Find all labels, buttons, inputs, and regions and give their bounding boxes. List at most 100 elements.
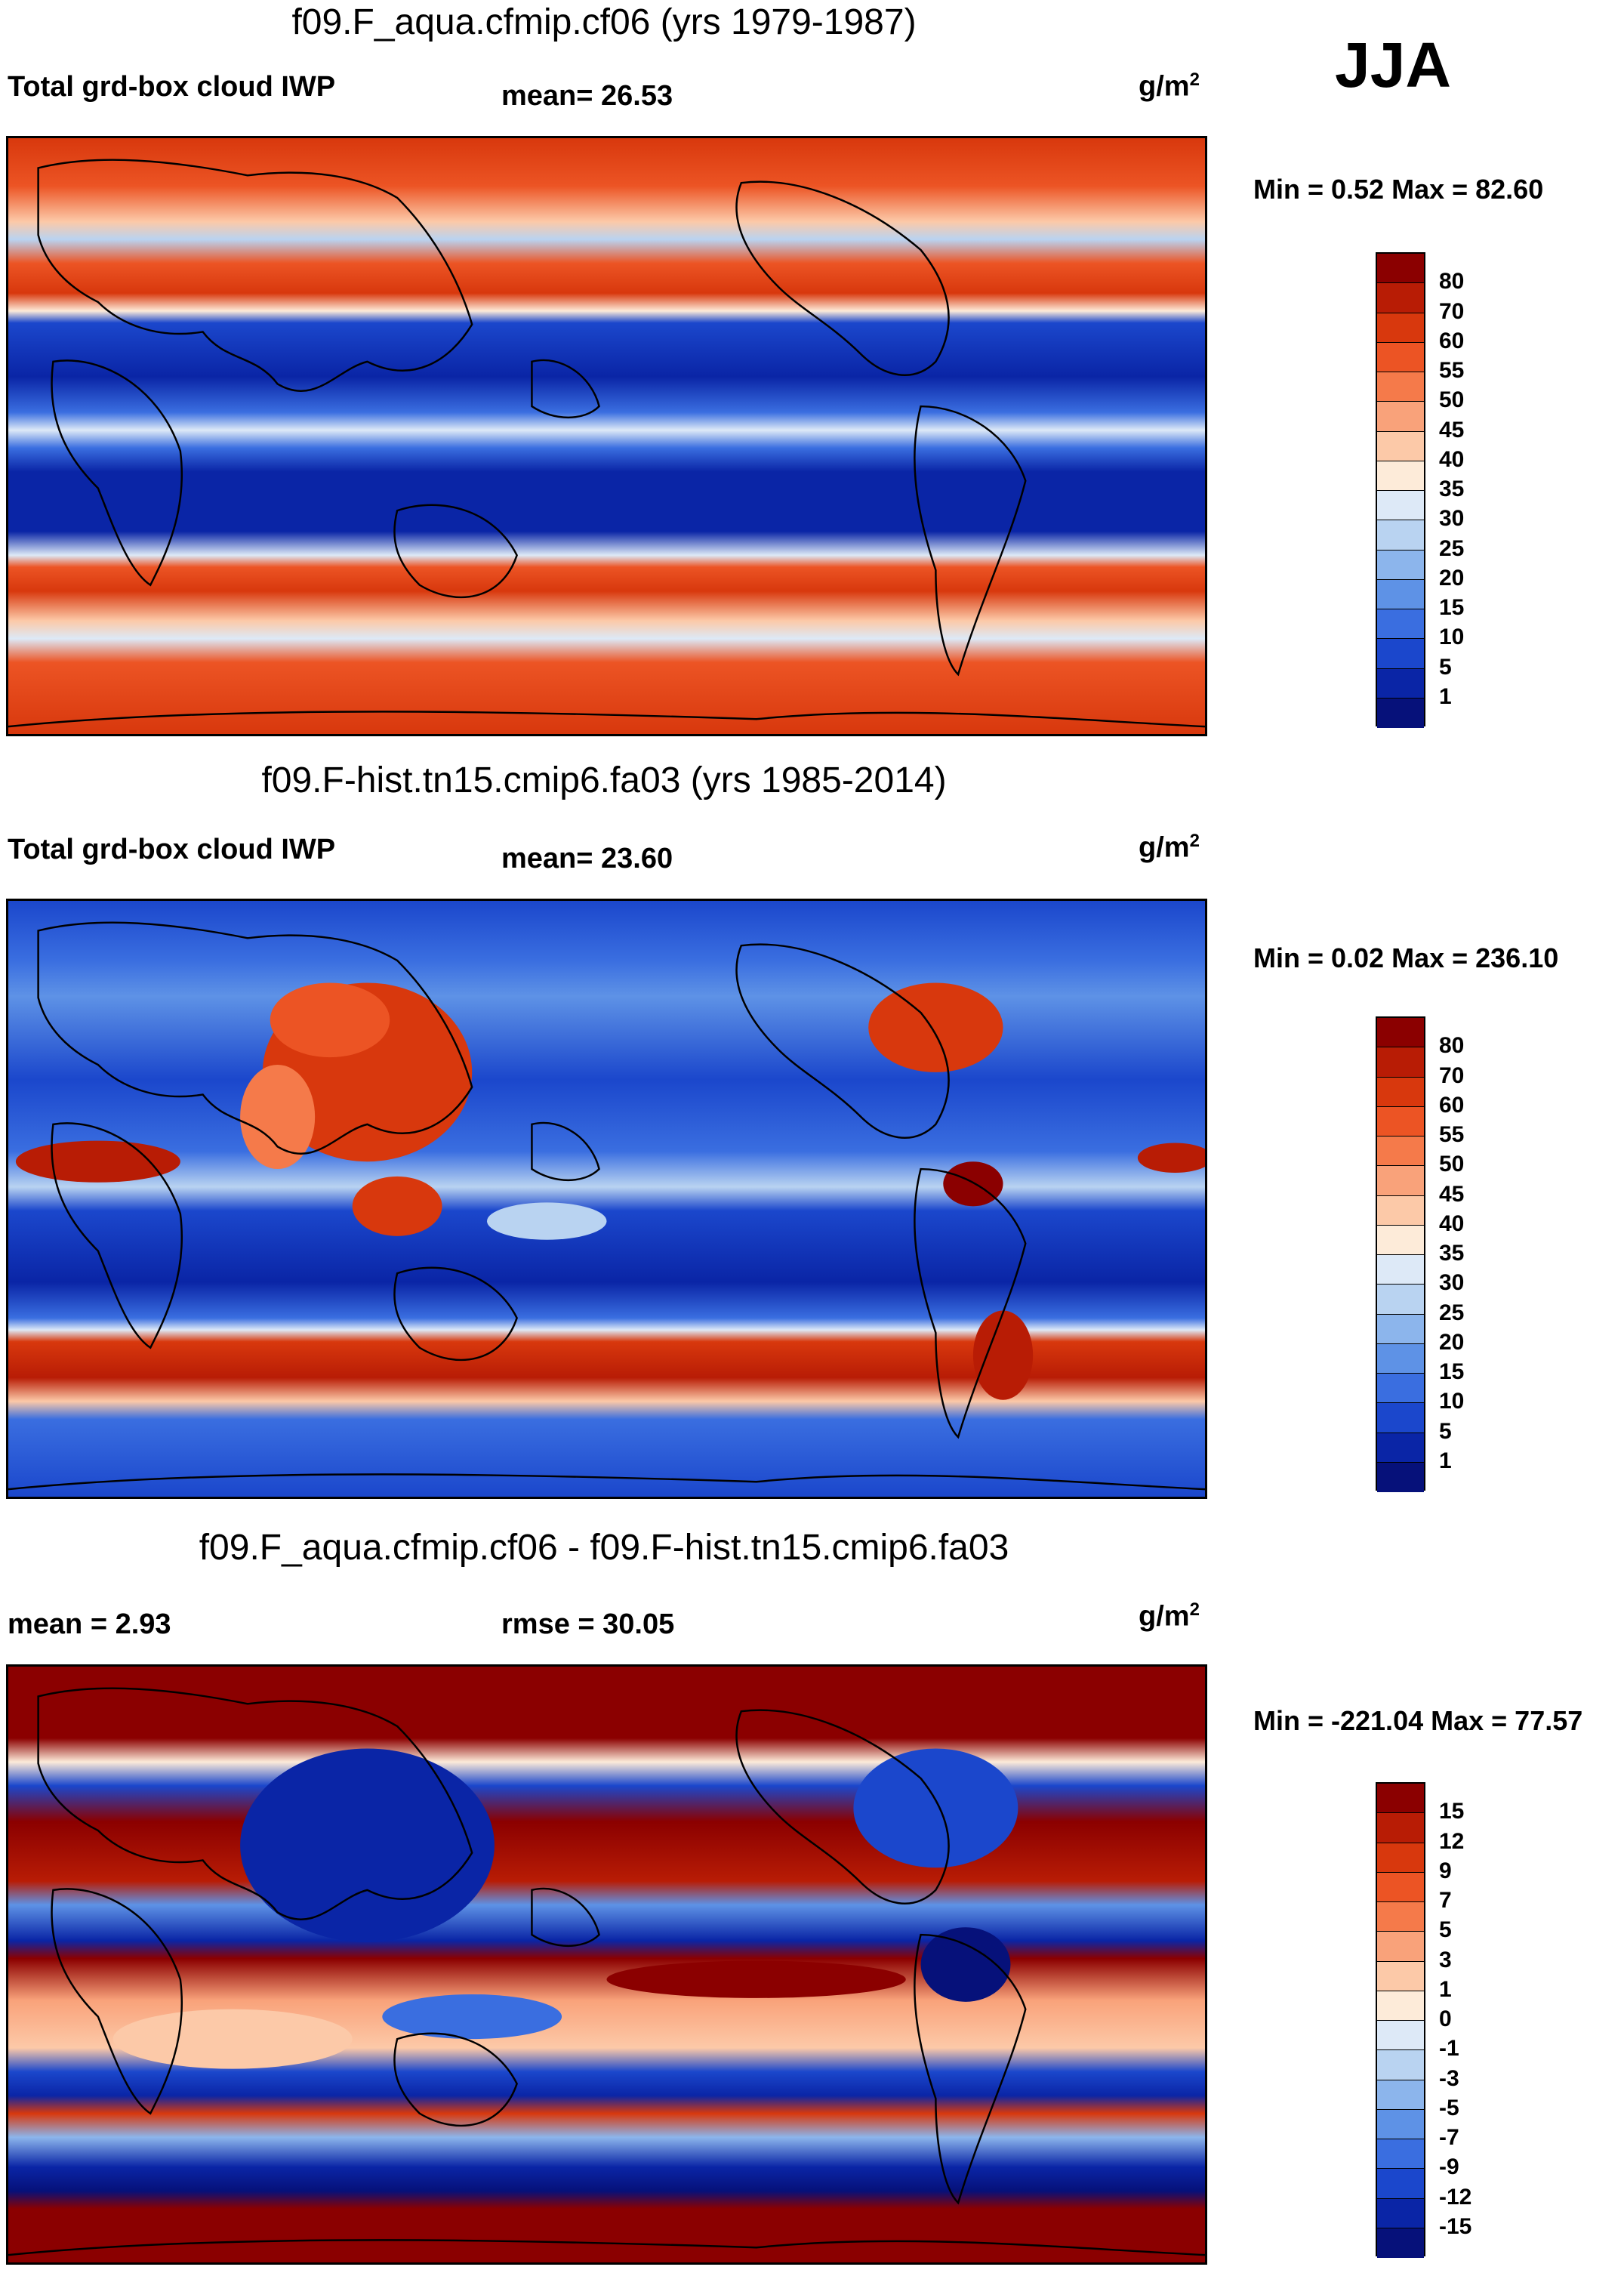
colorbar-tick-label: -15 bbox=[1439, 2213, 1472, 2239]
colorbar-segment bbox=[1377, 1077, 1424, 1107]
colorbar-segment bbox=[1377, 609, 1424, 640]
colorbar-segment bbox=[1377, 283, 1424, 313]
colorbar-tick-label: 50 bbox=[1439, 387, 1465, 413]
colorbar-segment bbox=[1377, 579, 1424, 609]
panel2-units: g/m2 bbox=[1139, 831, 1200, 864]
panel3-units: g/m2 bbox=[1139, 1599, 1200, 1633]
panel2-variable-label: Total grd-box cloud IWP bbox=[8, 834, 336, 865]
colorbar-segment bbox=[1377, 520, 1424, 551]
colorbar-segment bbox=[1377, 1784, 1424, 1814]
panel1-variable-label: Total grd-box cloud IWP bbox=[8, 71, 336, 103]
colorbar-tick-label: 0 bbox=[1439, 2006, 1452, 2031]
colorbar-tick-label: 40 bbox=[1439, 446, 1465, 472]
colorbar-segment bbox=[1377, 1374, 1424, 1404]
colorbar-segment bbox=[1377, 1872, 1424, 1902]
colorbar-segment bbox=[1377, 1961, 1424, 1991]
colorbar-tick-label: 1 bbox=[1439, 1448, 1452, 1473]
panel1-units: g/m2 bbox=[1139, 69, 1200, 103]
colorbar-segment bbox=[1377, 1136, 1424, 1167]
panel2-field bbox=[8, 901, 1205, 1497]
colorbar-segment bbox=[1377, 1813, 1424, 1843]
colorbar-tick-label: 20 bbox=[1439, 1329, 1465, 1355]
colorbar-segment bbox=[1377, 1166, 1424, 1196]
panel2-minmax: Min = 0.02 Max = 236.10 bbox=[1253, 942, 1559, 973]
colorbar-tick-label: 15 bbox=[1439, 1359, 1465, 1384]
colorbar-segment bbox=[1377, 1843, 1424, 1873]
colorbar-tick-label: -9 bbox=[1439, 2154, 1459, 2180]
colorbar-tick-label: 70 bbox=[1439, 1062, 1465, 1088]
panel2-map bbox=[6, 899, 1207, 1499]
colorbar-segment bbox=[1377, 1255, 1424, 1285]
colorbar-segment bbox=[1377, 668, 1424, 699]
colorbar-tick-label: 60 bbox=[1439, 328, 1465, 353]
colorbar-tick-label: 40 bbox=[1439, 1211, 1465, 1236]
colorbar-tick-label: 55 bbox=[1439, 358, 1465, 383]
colorbar-tick-label: -12 bbox=[1439, 2184, 1472, 2210]
colorbar-tick-label: -5 bbox=[1439, 2095, 1459, 2120]
colorbar-tick-label: 30 bbox=[1439, 506, 1465, 532]
colorbar-segment bbox=[1377, 550, 1424, 580]
panel1-mean-label: mean= 26.53 bbox=[501, 80, 673, 112]
colorbar-segment bbox=[1377, 1314, 1424, 1344]
colorbar-tick-label: 45 bbox=[1439, 1181, 1465, 1207]
colorbar-segment bbox=[1377, 1106, 1424, 1136]
colorbar-segment bbox=[1377, 2050, 1424, 2080]
panel3-title: f09.F_aqua.cfmip.cf06 - f09.F-hist.tn15.… bbox=[199, 1528, 1009, 1568]
colorbar-tick-label: 70 bbox=[1439, 298, 1465, 324]
colorbar-tick-label: 15 bbox=[1439, 1799, 1465, 1824]
colorbar-segment bbox=[1377, 1343, 1424, 1374]
colorbar-tick-label: 30 bbox=[1439, 1270, 1465, 1296]
colorbar-tick-label: 35 bbox=[1439, 1241, 1465, 1266]
colorbar-tick-label: 15 bbox=[1439, 595, 1465, 620]
colorbar-tick-label: 60 bbox=[1439, 1092, 1465, 1118]
panel1-field bbox=[8, 138, 1205, 734]
colorbar-tick-label: 1 bbox=[1439, 1976, 1452, 2002]
panel1-minmax: Min = 0.52 Max = 82.60 bbox=[1253, 174, 1544, 205]
colorbar-segment bbox=[1377, 1195, 1424, 1226]
colorbar-segment bbox=[1377, 639, 1424, 669]
colorbar-segment bbox=[1377, 2169, 1424, 2199]
colorbar-tick-label: 20 bbox=[1439, 565, 1465, 591]
panel2-title: f09.F-hist.tn15.cmip6.fa03 (yrs 1985-201… bbox=[261, 760, 947, 800]
colorbar-segment bbox=[1377, 2021, 1424, 2051]
colorbar-segment bbox=[1377, 2109, 1424, 2139]
panel3-colorbar bbox=[1376, 1782, 1425, 2258]
colorbar-segment bbox=[1377, 461, 1424, 491]
colorbar-segment bbox=[1377, 313, 1424, 343]
colorbar-tick-label: 1 bbox=[1439, 683, 1452, 709]
colorbar-tick-label: 12 bbox=[1439, 1828, 1465, 1854]
colorbar-segment bbox=[1377, 1018, 1424, 1048]
colorbar-tick-label: 7 bbox=[1439, 1888, 1452, 1913]
colorbar-tick-label: 5 bbox=[1439, 654, 1452, 680]
panel3-mean-label: mean = 2.93 bbox=[8, 1608, 171, 1640]
colorbar-segment bbox=[1377, 1403, 1424, 1433]
panel3-rmse-label: rmse = 30.05 bbox=[501, 1608, 675, 1640]
colorbar-tick-label: 25 bbox=[1439, 535, 1465, 561]
panel2-colorbar bbox=[1376, 1016, 1425, 1492]
colorbar-segment bbox=[1377, 1462, 1424, 1492]
colorbar-segment bbox=[1377, 2228, 1424, 2258]
colorbar-tick-label: 3 bbox=[1439, 1947, 1452, 1972]
colorbar-segment bbox=[1377, 698, 1424, 728]
panel1-coastlines bbox=[8, 159, 1205, 728]
colorbar-segment bbox=[1377, 2080, 1424, 2110]
colorbar-tick-label: 25 bbox=[1439, 1300, 1465, 1325]
panel3-field bbox=[8, 1667, 1205, 2262]
colorbar-segment bbox=[1377, 1902, 1424, 1932]
panel2-coastlines bbox=[8, 921, 1205, 1491]
panel2-mean-label: mean= 23.60 bbox=[501, 843, 673, 874]
colorbar-segment bbox=[1377, 402, 1424, 432]
colorbar-tick-label: -3 bbox=[1439, 2065, 1459, 2091]
colorbar-segment bbox=[1377, 1433, 1424, 1463]
colorbar-tick-label: -1 bbox=[1439, 2036, 1459, 2062]
colorbar-segment bbox=[1377, 1225, 1424, 1255]
colorbar-tick-label: -7 bbox=[1439, 2125, 1459, 2150]
colorbar-segment bbox=[1377, 254, 1424, 284]
panel3-coastlines bbox=[8, 1687, 1205, 2256]
colorbar-tick-label: 5 bbox=[1439, 1418, 1452, 1444]
colorbar-segment bbox=[1377, 1047, 1424, 1078]
colorbar-segment bbox=[1377, 2139, 1424, 2170]
colorbar-segment bbox=[1377, 2198, 1424, 2228]
colorbar-tick-label: 10 bbox=[1439, 1389, 1465, 1414]
panel2-features bbox=[15, 982, 1205, 1400]
